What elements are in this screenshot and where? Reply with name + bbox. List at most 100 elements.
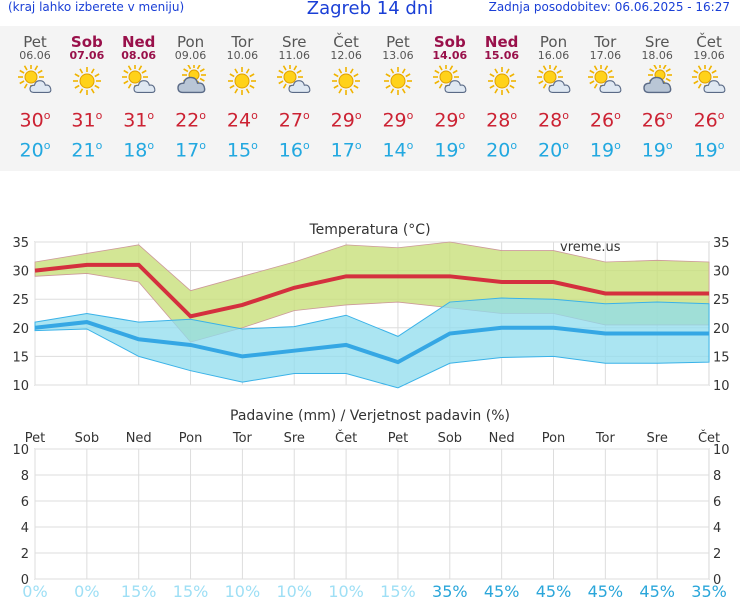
sun-icon: [216, 62, 268, 100]
min-temperature: 16o: [278, 139, 310, 162]
max-temperature: 28o: [486, 109, 518, 132]
sun-cloud-icon: [424, 62, 476, 100]
cloud-sun-icon: [165, 62, 217, 100]
y-tick-label-right: 10: [713, 379, 730, 394]
precipitation-probability-label: 15%: [121, 582, 157, 600]
watermark: vreme.us: [560, 240, 621, 255]
y-tick-label: 25: [12, 293, 29, 308]
day-name: Sob: [433, 33, 466, 51]
day-name: Tor: [231, 33, 254, 51]
precipitation-probability-label: 35%: [432, 582, 468, 600]
day-name: Pon: [176, 33, 205, 51]
min-temperature: 21o: [71, 139, 103, 162]
y-tick-label: 10: [12, 379, 29, 394]
precipitation-probability-label: 10%: [225, 582, 261, 600]
precipitation-probability-label: 10%: [276, 582, 312, 600]
y-tick-label-right: 8: [713, 469, 721, 484]
max-temperature: 29o: [382, 109, 414, 132]
day-date: 08.06: [121, 49, 157, 62]
sun-cloud-icon: [579, 62, 631, 100]
y-tick-label-right: 30: [713, 265, 730, 280]
day-date: 16.06: [537, 49, 570, 62]
day-column: Ned 15.06 28o 20o: [476, 26, 528, 163]
max-temperature: 31o: [71, 109, 103, 132]
day-date: 09.06: [174, 49, 207, 62]
precipitation-day-label: Pet: [25, 431, 45, 446]
max-temperature: 29o: [330, 109, 362, 132]
day-name: Tor: [594, 33, 617, 51]
min-temperature: 17o: [330, 139, 362, 162]
max-temperature: 28o: [538, 109, 569, 132]
day-column: Čet 12.06 29o 17o: [320, 26, 372, 163]
precipitation-day-label: Sob: [75, 431, 99, 446]
temperature-chart-title: Temperatura (°C): [308, 222, 430, 238]
max-temperature: 30o: [19, 109, 51, 132]
precipitation-probability-label: 45%: [588, 582, 624, 600]
max-temperature: 27o: [278, 109, 310, 132]
day-column: Sob 07.06 31o 21o: [61, 26, 113, 163]
min-temperature: 20o: [19, 139, 51, 162]
y-tick-label: 30: [12, 265, 29, 280]
y-tick-label: 0: [21, 573, 29, 588]
max-temperature: 24o: [226, 109, 258, 132]
y-tick-label-right: 2: [713, 547, 721, 562]
y-tick-label: 8: [21, 469, 29, 484]
y-tick-label: 2: [21, 547, 29, 562]
precipitation-day-label: Sre: [647, 431, 668, 446]
y-tick-label-right: 6: [713, 495, 721, 510]
max-temperature: 26o: [641, 109, 673, 132]
sun-icon: [372, 62, 424, 100]
y-tick-label-right: 20: [713, 322, 730, 337]
day-date: 15.06: [484, 49, 520, 62]
precipitation-probability-label: 45%: [536, 582, 572, 600]
day-date: 06.06: [19, 49, 51, 62]
day-date: 11.06: [278, 49, 311, 62]
y-tick-label: 4: [21, 521, 29, 536]
precipitation-probability-label: 45%: [639, 582, 675, 600]
day-name: Ned: [484, 33, 519, 51]
day-column: Pon 16.06 28o 20o: [528, 26, 580, 163]
day-name: Ned: [121, 33, 156, 51]
min-temperature: 20o: [538, 139, 569, 162]
precipitation-day-label: Čet: [698, 430, 720, 446]
precipitation-day-label: Sob: [438, 431, 462, 446]
precipitation-day-label: Pon: [542, 431, 566, 446]
location-menu-note[interactable]: (kraj lahko izberete v meniju): [8, 0, 185, 14]
y-tick-label: 35: [12, 236, 29, 251]
day-column: Sre 11.06 27o 16o: [268, 26, 320, 163]
day-column: Tor 17.06 26o 19o: [579, 26, 631, 163]
day-name: Pet: [386, 33, 410, 51]
y-tick-label-right: 35: [713, 236, 730, 251]
last-updated: Zadnja posodobitev: 06.06.2025 - 16:27: [488, 0, 730, 14]
precipitation-probability-label: 15%: [380, 582, 416, 600]
max-temperature-line: [34, 262, 710, 319]
page-title: Zagreb 14 dni: [306, 0, 434, 19]
day-name: Čet: [333, 33, 359, 51]
day-name: Pon: [539, 33, 568, 51]
y-tick-label-right: 25: [713, 293, 730, 308]
day-date: 13.06: [382, 49, 414, 62]
precipitation-chart-title: Padavine (mm) / Verjetnost padavin (%): [230, 408, 510, 424]
min-temperature: 15o: [226, 139, 258, 162]
precipitation-day-label: Čet: [335, 430, 357, 446]
precipitation-probability-label: 0%: [22, 582, 47, 600]
precipitation-day-label: Pon: [179, 431, 203, 446]
sun-cloud-icon: [528, 62, 580, 100]
y-tick-label: 10: [12, 443, 29, 458]
precipitation-probability-label: 0%: [74, 582, 99, 600]
y-tick-label-right: 15: [713, 350, 730, 365]
max-temperature: 29o: [434, 109, 466, 132]
day-date: 19.06: [693, 49, 725, 62]
cloud-sun-icon: [631, 62, 683, 100]
day-column: Čet 19.06 26o 19o: [683, 26, 735, 163]
day-date: 14.06: [432, 49, 468, 62]
precipitation-day-label: Ned: [126, 431, 152, 446]
y-tick-label-right: 10: [713, 443, 730, 458]
day-column: Tor 10.06 24o 15o: [216, 26, 268, 163]
day-name: Čet: [696, 33, 722, 51]
sun-cloud-icon: [9, 62, 61, 100]
min-temperature: 17o: [175, 139, 206, 162]
min-temperature: 19o: [641, 139, 673, 162]
precipitation-probability-label: 15%: [173, 582, 209, 600]
